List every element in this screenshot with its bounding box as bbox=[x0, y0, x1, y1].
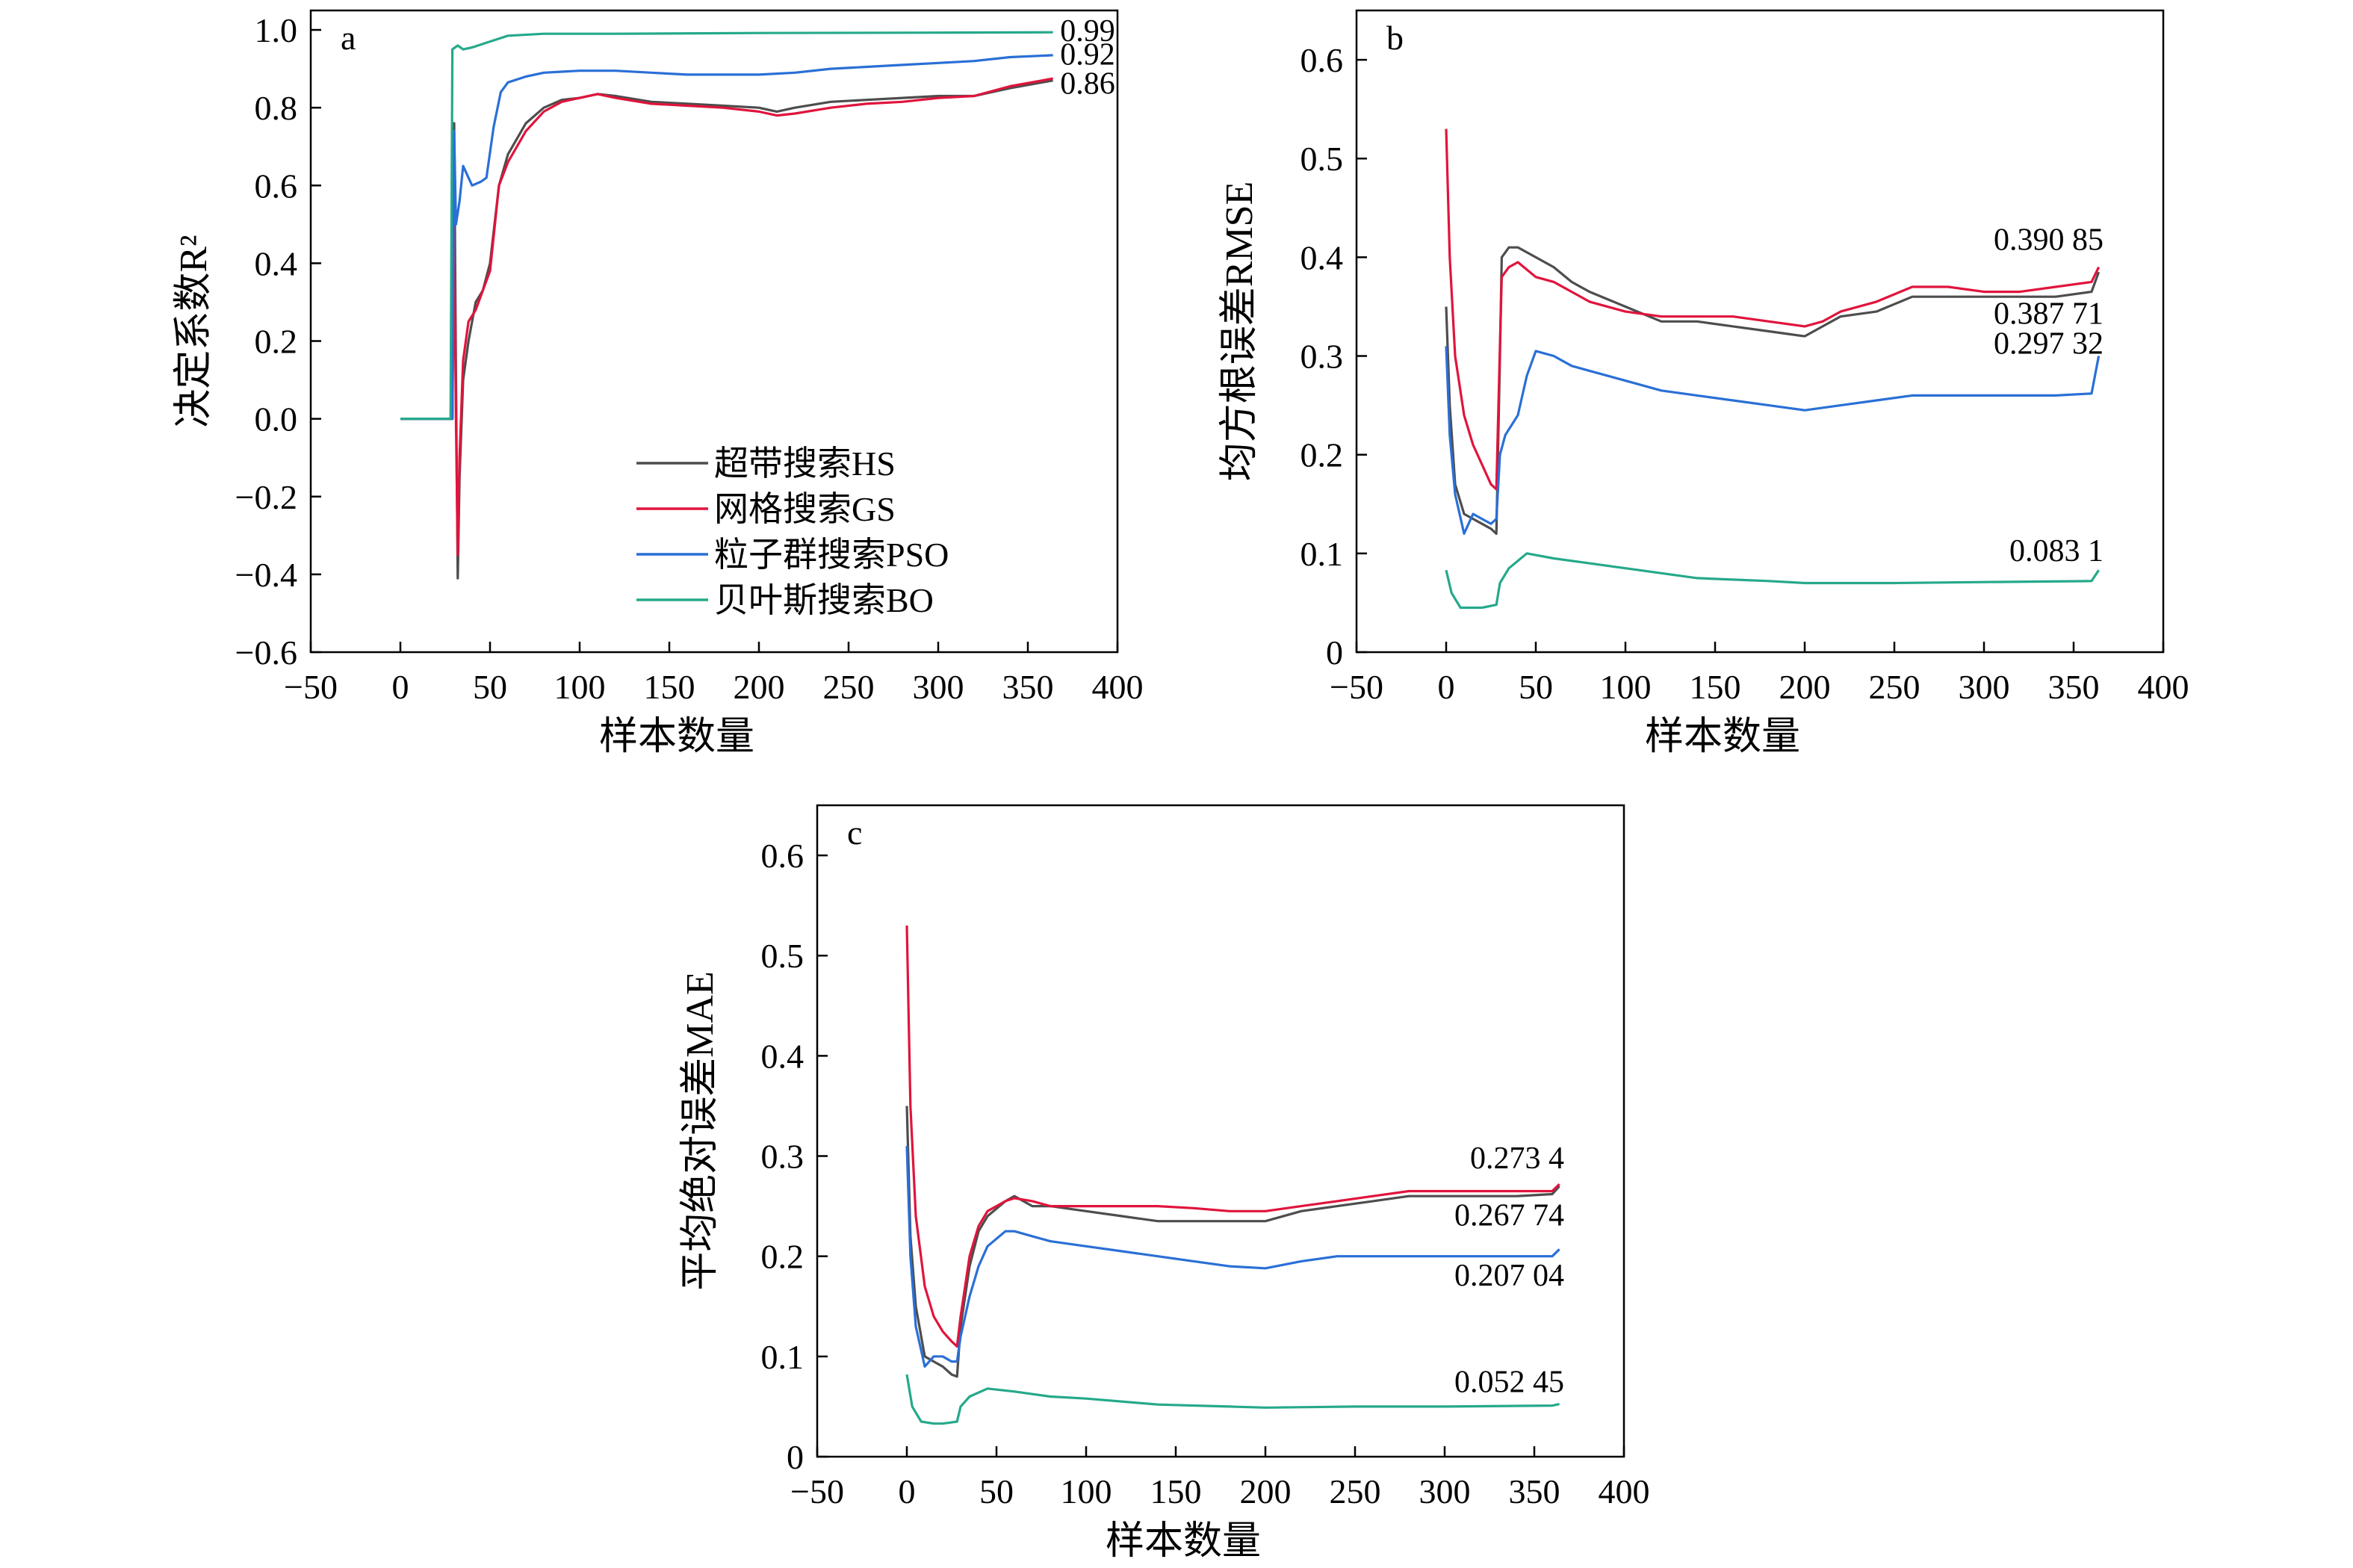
chart-panel-b: −50 0 50 100 150 200 250 300 350 40000.10.20.30.4… bbox=[1218, 9, 2189, 758]
end-value-label: 0.99 bbox=[1060, 14, 1115, 49]
y-tick-label: 1.0 bbox=[255, 11, 298, 49]
y-tick-label: 0.6 bbox=[761, 837, 805, 875]
x-tick-label: 300 bbox=[1959, 668, 2010, 706]
y-tick-label: 0.0 bbox=[255, 400, 298, 439]
x-axis-label: 样本数量 bbox=[1645, 716, 1800, 758]
end-value-label: 0.273 4 bbox=[1470, 1141, 1564, 1176]
x-tick-label: 300 bbox=[1419, 1472, 1471, 1510]
series-line-hs bbox=[905, 1106, 1560, 1378]
series-line-gs bbox=[400, 77, 1053, 557]
x-axis-label: 样本数量 bbox=[1106, 1520, 1261, 1563]
x-tick-label: 400 bbox=[2138, 668, 2189, 706]
x-tick-label: 0 bbox=[1438, 668, 1455, 706]
x-tick-label: 350 bbox=[2048, 668, 2100, 706]
x-tick-label: 0 bbox=[899, 1472, 916, 1510]
panel-label: a bbox=[341, 19, 356, 57]
end-value-label: 0.083 1 bbox=[2009, 534, 2104, 568]
y-tick-label: 0.4 bbox=[761, 1037, 805, 1075]
x-tick-label: −50 bbox=[790, 1472, 844, 1510]
chart-panel-a: −50 0 50 100 150 200 250 300 350 400 −0.6 −0.4 −0.2 0… bbox=[173, 9, 1144, 758]
y-tick-label: −0.2 bbox=[235, 478, 297, 516]
x-tick-label: 400 bbox=[1599, 1472, 1650, 1510]
x-axis-label: 样本数量 bbox=[599, 716, 754, 758]
legend-entry: 网格搜索GS bbox=[714, 490, 896, 528]
x-tick-label: 200 bbox=[1779, 668, 1831, 706]
x-tick-label: 50 bbox=[979, 1472, 1014, 1510]
x-tick-label: 250 bbox=[1330, 1472, 1381, 1510]
x-tick-label: 50 bbox=[1519, 668, 1553, 706]
x-tick-label: 50 bbox=[473, 668, 507, 706]
legend: 超带搜索HS 网格搜索GS 粒子群搜索PSO 贝叶斯搜索BO bbox=[636, 444, 949, 619]
y-tick-label: −0.6 bbox=[235, 633, 297, 672]
series-line-pso bbox=[400, 54, 1053, 421]
y-tick-label: 0.1 bbox=[761, 1338, 805, 1376]
series-line-bo bbox=[1445, 552, 2100, 610]
series-line-pso bbox=[1445, 346, 2101, 535]
y-tick-label: 0.6 bbox=[255, 167, 298, 205]
y-tick-label: 0 bbox=[787, 1438, 804, 1476]
x-tick-label: 150 bbox=[1150, 1472, 1202, 1510]
x-tick-label: −50 bbox=[284, 668, 338, 706]
x-tick-label: 200 bbox=[734, 668, 785, 706]
x-tick-label: 100 bbox=[554, 668, 606, 706]
y-tick-label: 0.1 bbox=[1300, 535, 1344, 573]
y-tick-label: 0.5 bbox=[1300, 140, 1344, 178]
x-tick-label: 350 bbox=[1002, 668, 1054, 706]
x-tick-label: 150 bbox=[1690, 668, 1741, 706]
plot-frame bbox=[816, 804, 1625, 1458]
end-value-label: 0.390 85 bbox=[1994, 223, 2104, 258]
x-tick-label: 250 bbox=[823, 668, 875, 706]
series-line-pso bbox=[905, 1146, 1560, 1368]
y-tick-label: 0.3 bbox=[761, 1138, 805, 1176]
y-tick-label: −0.4 bbox=[235, 556, 297, 594]
x-tick-label: 200 bbox=[1240, 1472, 1292, 1510]
y-tick-label: 0.2 bbox=[255, 323, 298, 361]
y-tick-label: 0.4 bbox=[1300, 238, 1344, 276]
series-line-bo bbox=[905, 1374, 1560, 1425]
y-tick-label: 0.6 bbox=[1300, 41, 1344, 79]
panel-label: b bbox=[1386, 19, 1404, 57]
series-line-hs bbox=[1445, 246, 2101, 535]
y-axis-label: 平均绝对误差MAE bbox=[679, 971, 722, 1291]
legend-entry: 粒子群搜索PSO bbox=[714, 536, 949, 574]
end-value-label: 0.297 32 bbox=[1994, 326, 2104, 361]
series-line-gs bbox=[1445, 128, 2101, 491]
end-value-label: 0.267 74 bbox=[1454, 1199, 1564, 1233]
end-value-label: 0.387 71 bbox=[1994, 297, 2104, 332]
series-line-gs bbox=[905, 925, 1560, 1348]
x-tick-label: 100 bbox=[1061, 1472, 1112, 1510]
y-tick-label: 0.2 bbox=[1300, 436, 1344, 474]
y-tick-label: 0.3 bbox=[1300, 338, 1344, 376]
y-tick-label: 0.2 bbox=[761, 1238, 805, 1276]
series-line-bo bbox=[400, 31, 1053, 421]
end-value-label: 0.052 45 bbox=[1454, 1365, 1564, 1399]
panel-label: c bbox=[847, 814, 862, 852]
y-axis-label: 均方根误差RMSE bbox=[1218, 182, 1261, 482]
plot-frame bbox=[309, 9, 1119, 654]
x-tick-label: 150 bbox=[644, 668, 695, 706]
end-value-label: 0.86 bbox=[1060, 67, 1115, 102]
plot-frame bbox=[1355, 9, 2165, 654]
legend-entry: 超带搜索HS bbox=[714, 444, 896, 483]
x-tick-label: −50 bbox=[1330, 668, 1383, 706]
x-tick-label: 100 bbox=[1600, 668, 1652, 706]
chart-panel-c: −50 0 50 100 150 200 250 300 350 40000.10.20.30.4… bbox=[679, 804, 1650, 1563]
y-tick-label: 0.8 bbox=[255, 89, 298, 127]
x-tick-label: 300 bbox=[913, 668, 964, 706]
y-tick-label: 0.5 bbox=[761, 937, 805, 975]
legend-entry: 贝叶斯搜索BO bbox=[714, 581, 934, 619]
x-tick-label: 0 bbox=[392, 668, 409, 706]
x-tick-label: 350 bbox=[1509, 1472, 1560, 1510]
y-axis-label: 决定系数R² bbox=[173, 235, 215, 427]
y-tick-label: 0.4 bbox=[255, 244, 298, 282]
end-value-label: 0.92 bbox=[1060, 37, 1115, 72]
x-tick-label: 250 bbox=[1869, 668, 1920, 706]
x-tick-label: 400 bbox=[1092, 668, 1144, 706]
end-value-label: 0.207 04 bbox=[1454, 1259, 1564, 1293]
y-tick-label: 0 bbox=[1326, 633, 1343, 672]
